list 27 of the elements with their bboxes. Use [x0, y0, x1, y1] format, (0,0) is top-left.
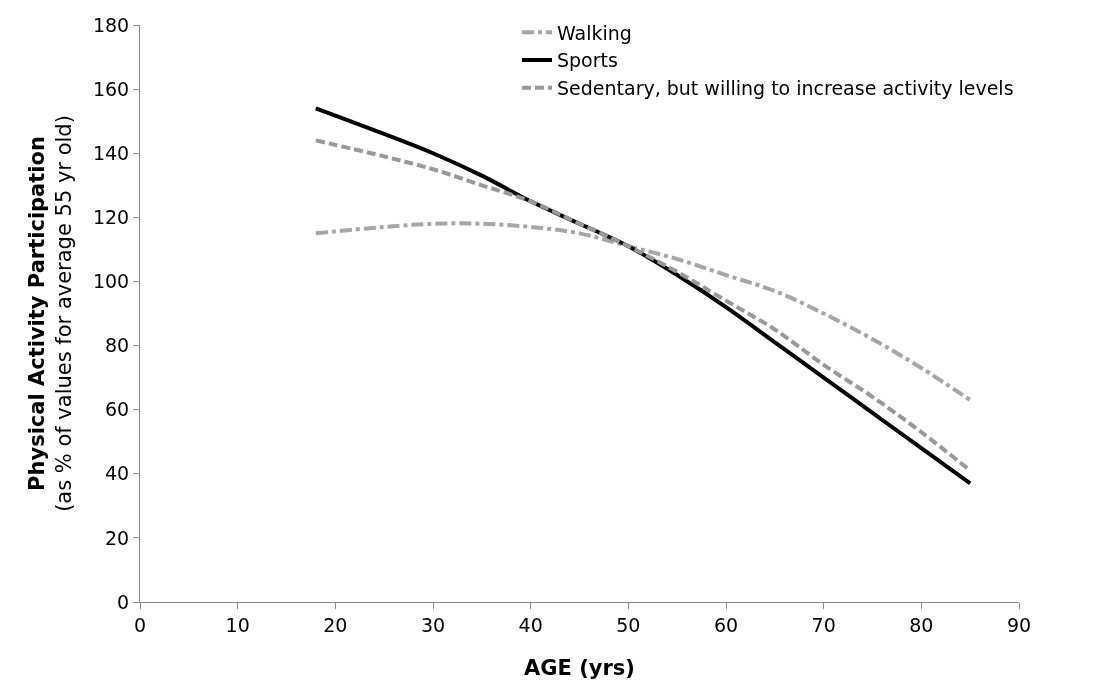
- y-tick-label: 60: [105, 398, 130, 421]
- y-tick-label: 0: [117, 590, 130, 613]
- x-tick-label: 50: [616, 613, 641, 636]
- x-tick-label: 70: [811, 613, 836, 636]
- y-tick-label: 120: [92, 205, 130, 228]
- legend-label: Sports: [557, 49, 618, 72]
- x-axis-title: AGE (yrs): [524, 656, 635, 680]
- x-tick-label: 30: [420, 613, 446, 636]
- legend-label: Sedentary, but willing to increase activity levels: [557, 77, 1014, 100]
- x-tick-label: 60: [713, 613, 739, 636]
- x-tick-label: 40: [518, 613, 543, 636]
- y-tick-label: 80: [105, 334, 130, 357]
- x-tick-label: 80: [909, 613, 934, 636]
- x-tick-label: 20: [323, 613, 348, 636]
- y-tick-label: 100: [92, 270, 130, 293]
- y-tick-label: 20: [105, 526, 130, 549]
- x-tick-label: 10: [225, 613, 250, 636]
- y-tick-label: 160: [92, 77, 130, 100]
- legend-label: Walking: [557, 21, 632, 44]
- x-tick-label: 0: [133, 613, 147, 636]
- y2-axis-title: (as % of values for average 55 yr old): [52, 115, 77, 512]
- x-tick-label: 90: [1006, 613, 1032, 636]
- y-tick-label: 40: [105, 462, 130, 485]
- y-axis-title: Physical Activity Participation: [24, 136, 49, 491]
- y-tick-label: 140: [92, 141, 130, 164]
- y-tick-label: 180: [92, 13, 130, 36]
- line-series: [313, 221, 973, 403]
